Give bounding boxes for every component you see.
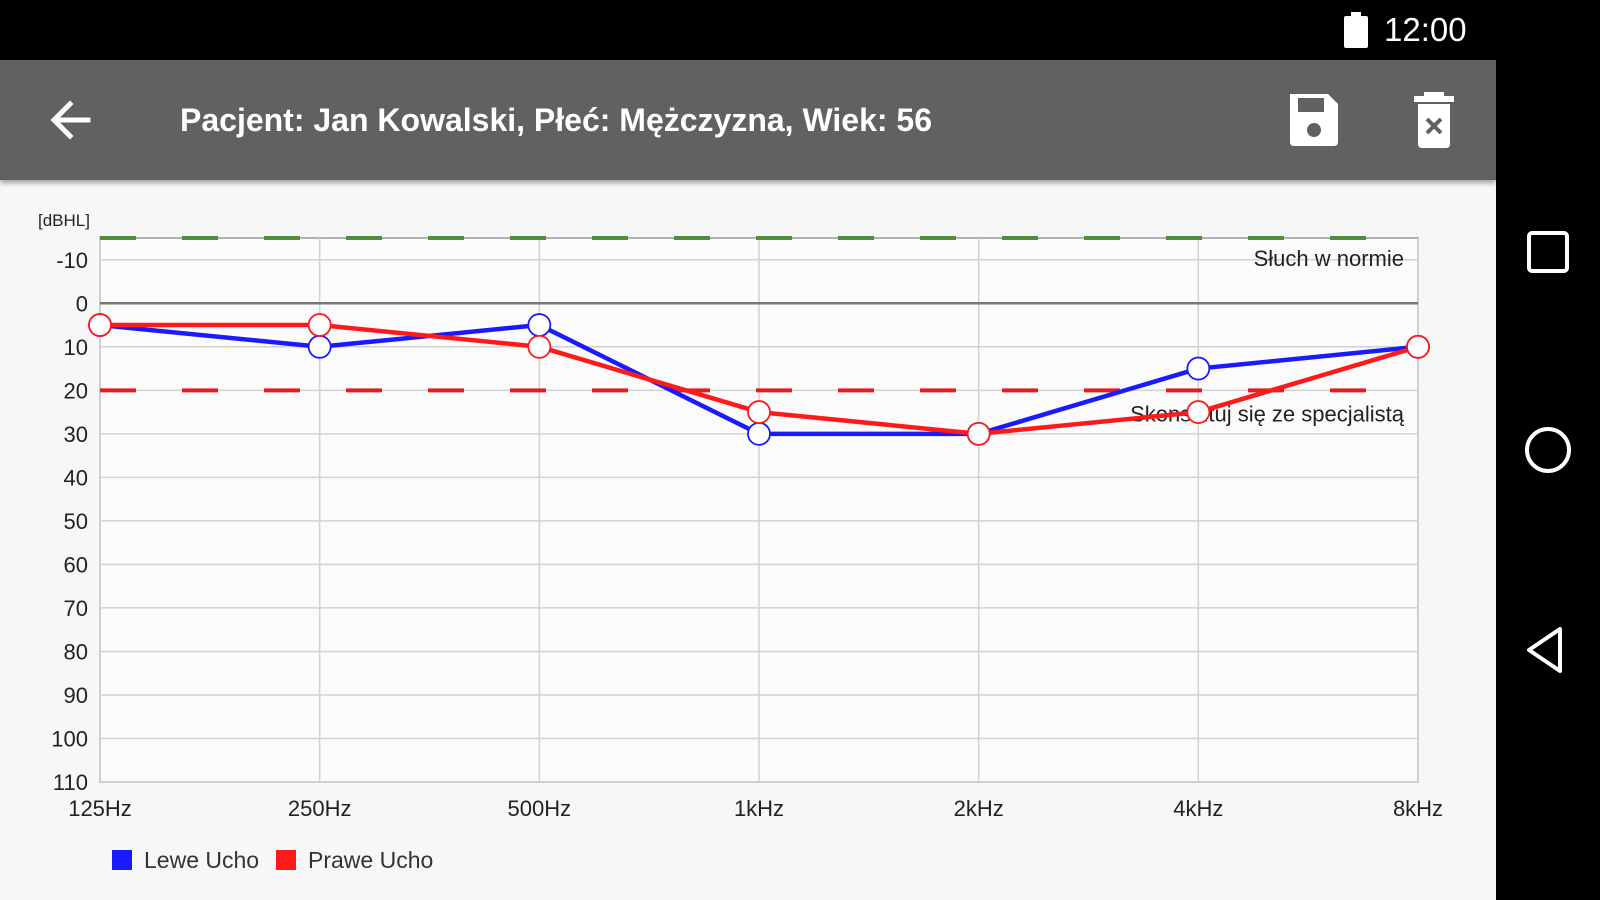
trash-delete-icon — [1414, 92, 1454, 148]
legend-swatch — [112, 850, 132, 870]
audiogram-panel: -10 0 10 20 30 40 50 60 70 80 90 100 110 125Hz 250Hz 50… — [0, 180, 1496, 900]
x-tick-label: 2kHz — [954, 796, 1004, 821]
y-tick-label: 40 — [64, 465, 88, 490]
app-bar: Pacjent: Jan Kowalski, Płeć: Mężczyzna, … — [0, 60, 1496, 180]
y-tick-label: 50 — [64, 509, 88, 534]
battery-full-icon — [1344, 12, 1368, 48]
x-tick-label: 250Hz — [288, 796, 352, 821]
legend-swatch — [276, 850, 296, 870]
y-tick-label: 100 — [51, 726, 88, 751]
arrow-back-icon — [50, 100, 91, 140]
floppy-disk-icon — [1290, 94, 1338, 146]
data-point — [1186, 400, 1211, 424]
data-point — [747, 400, 771, 424]
y-tick-label: 90 — [64, 683, 88, 708]
y-axis-unit-label: [dBHL] — [38, 211, 90, 230]
data-point — [527, 313, 552, 337]
delete-button[interactable] — [1398, 88, 1470, 152]
data-point — [966, 421, 991, 446]
page-title: Pacjent: Jan Kowalski, Płeć: Mężczyzna, … — [180, 102, 932, 138]
x-tick-label: 8kHz — [1393, 796, 1443, 821]
square-recents-icon — [1527, 231, 1569, 273]
save-button[interactable] — [1278, 88, 1350, 152]
back-button[interactable] — [36, 82, 112, 158]
home-button[interactable] — [1518, 420, 1578, 480]
data-point — [307, 313, 332, 337]
legend-label: Lewe Ucho — [144, 847, 259, 873]
x-tick-label: 1kHz — [734, 796, 784, 821]
y-tick-label: 30 — [64, 422, 88, 447]
data-point — [88, 313, 112, 337]
x-tick-label: 4kHz — [1173, 796, 1223, 821]
y-tick-label: 10 — [64, 335, 88, 360]
y-tick-label: 110 — [53, 770, 88, 795]
legend-label: Prawe Ucho — [308, 847, 433, 873]
x-tick-label: 125Hz — [68, 796, 132, 821]
data-point — [527, 334, 552, 359]
data-point — [747, 421, 771, 446]
y-tick-label: -10 — [56, 248, 88, 273]
data-point — [1406, 334, 1430, 359]
y-tick-label: 70 — [64, 596, 88, 621]
recents-button[interactable] — [1518, 222, 1578, 282]
y-tick-label: 60 — [64, 552, 88, 577]
data-point — [307, 334, 332, 359]
circle-home-icon — [1525, 427, 1571, 473]
y-tick-label: 20 — [64, 378, 88, 403]
clock: 12:00 — [1384, 11, 1467, 48]
system-back-button[interactable] — [1518, 620, 1578, 680]
navigation-bar — [1496, 0, 1600, 900]
x-tick-label: 500Hz — [508, 796, 572, 821]
triangle-back-icon — [1527, 627, 1562, 673]
y-tick-label: 0 — [76, 291, 88, 316]
reference-line-label: Słuch w normie — [1254, 246, 1404, 271]
status-bar: 12:00 — [0, 0, 1496, 60]
y-tick-label: 80 — [64, 639, 88, 664]
data-point — [1186, 356, 1211, 381]
